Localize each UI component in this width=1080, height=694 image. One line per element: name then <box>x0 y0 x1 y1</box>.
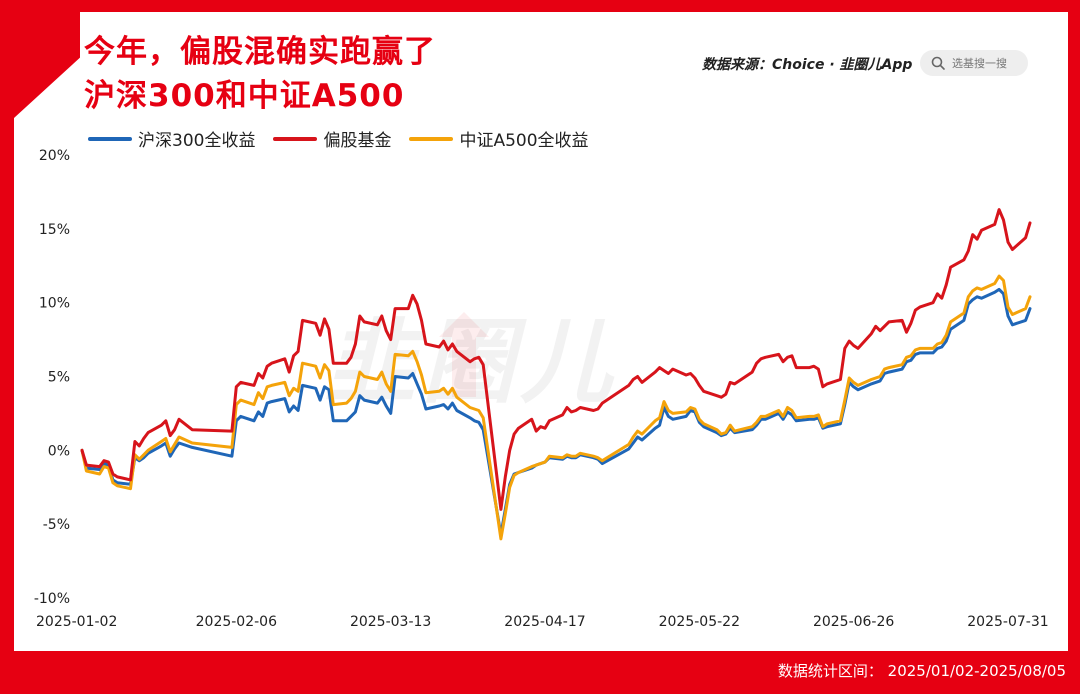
chart-legend: 沪深300全收益 偏股基金 中证A500全收益 <box>88 126 607 151</box>
y-tick-label: 20% <box>39 148 70 164</box>
brand-watermark: 韭圈儿 <box>314 302 674 438</box>
legend-swatch-hs300 <box>88 136 132 141</box>
data-source-label: 数据来源：Choice · 韭圈儿App <box>702 57 913 73</box>
y-tick-label: 10% <box>39 296 70 312</box>
x-tick-label: 2025-01-02 <box>36 614 117 630</box>
chart-title-line-1: 今年，偏股混确实跑赢了 <box>84 34 436 70</box>
legend-swatch-a500 <box>409 136 454 141</box>
legend-item-equity-fund: 偏股基金 <box>273 126 391 151</box>
y-tick-label: 15% <box>39 222 70 238</box>
search-placeholder: 选基搜一搜 <box>952 57 1007 70</box>
y-tick-label: 5% <box>48 370 70 386</box>
y-tick-label: -10% <box>34 591 70 607</box>
x-tick-label: 2025-03-13 <box>350 614 431 630</box>
legend-label-equity-fund: 偏股基金 <box>323 131 392 151</box>
legend-item-hs300: 沪深300全收益 <box>88 126 255 151</box>
x-tick-label: 2025-06-26 <box>813 614 894 630</box>
legend-label-hs300: 沪深300全收益 <box>138 131 256 151</box>
search-icon <box>931 56 945 70</box>
y-tick-label: 0% <box>48 443 70 459</box>
svg-text:韭圈儿: 韭圈儿 <box>324 309 618 412</box>
x-tick-label: 2025-02-06 <box>196 614 277 630</box>
series-line-1 <box>80 208 1032 511</box>
x-tick-label: 2025-07-31 <box>967 614 1048 630</box>
x-tick-label: 2025-05-22 <box>659 614 740 630</box>
series-line-0 <box>80 287 1032 536</box>
line-chart: 20% 15% 10% 5% 0% -5% -10% 2025-01-02 2025-02-06… <box>34 148 1049 630</box>
fund-search-box[interactable]: 选基搜一搜 <box>920 50 1028 76</box>
chart-card: 今年，偏股混确实跑赢了 沪深300和中证A500 数据来源：Choice · 韭… <box>14 12 1068 651</box>
legend-swatch-equity-fund <box>273 136 318 141</box>
x-tick-label: 2025-04-17 <box>504 614 585 630</box>
legend-item-a500: 中证A500全收益 <box>409 126 589 151</box>
legend-label-a500: 中证A500全收益 <box>459 131 589 151</box>
chart-title-line-2: 沪深300和中证A500 <box>84 78 405 114</box>
watermark-logo: 韭圈儿 <box>324 309 618 416</box>
y-tick-label: -5% <box>43 517 70 533</box>
data-period-footer: 数据统计区间： 2025/01/02-2025/08/05 <box>777 662 1066 680</box>
series-line-2 <box>80 274 1032 541</box>
